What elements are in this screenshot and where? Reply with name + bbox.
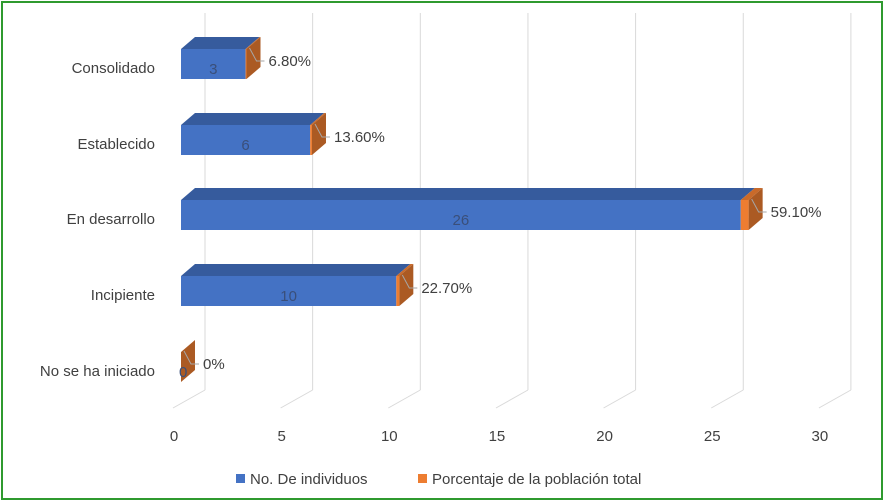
bar-individuos-top [181,264,411,276]
bar-individuos [181,49,246,79]
x-tick-label: 0 [170,428,178,445]
bar-end-face [181,340,195,382]
category-label: Establecido [77,136,155,153]
data-label-individuos: 3 [209,61,217,78]
data-label-individuos: 26 [453,212,470,229]
leader-line [314,123,330,138]
data-label-porcentaje: 0% [203,356,225,373]
x-tick-label: 25 [704,428,721,445]
leader-line [401,274,418,289]
bar-end-face [748,188,763,230]
data-label-individuos: 10 [280,288,297,305]
gridline-floor [603,389,636,409]
category-labels: Consolidado Establecido En desarrollo Incip… [40,60,155,380]
x-axis-ticks: 0 5 10 15 20 25 30 [170,428,828,445]
bar-individuos [181,200,741,230]
legend-swatch-porcentaje [418,474,427,483]
bar-porcentaje-top [396,264,414,276]
leader-line [249,47,265,62]
x-tick-label: 15 [489,428,506,445]
bar-individuos-top [181,37,260,49]
bar-individuos-top [181,188,755,200]
leader-line [751,198,767,213]
data-label-porcentaje: 59.10% [771,204,822,221]
category-label: En desarrollo [67,211,155,228]
legend: No. De individuos Porcentaje de la pobla… [236,471,641,488]
leader-line [183,350,199,365]
legend-label-porcentaje: Porcentaje de la población total [432,471,641,488]
data-labels: 3 6.80% 6 13.60% 26 59.10% 10 22.70% 0 0% [179,47,822,381]
bar-porcentaje-top [245,37,261,49]
gridline-floor [818,389,852,409]
bar-individuos [181,276,397,306]
bars [181,37,763,382]
x-tick-label: 20 [596,428,613,445]
bar-end-face [246,37,261,79]
data-label-individuos: 0 [179,364,187,381]
x-tick-label: 30 [812,428,829,445]
bar-end-face [311,113,326,155]
category-label: Consolidado [72,60,155,77]
gridline-floor [280,389,313,409]
x-tick-label: 10 [381,428,398,445]
legend-swatch-individuos [236,474,245,483]
bar-individuos-top [181,113,325,125]
gridline-floor [711,389,744,409]
bar-porcentaje [310,125,312,155]
category-label: No se ha iniciado [40,363,155,380]
gridline-floor [388,389,421,409]
bar-porcentaje [396,276,400,306]
bar-end-face [399,264,414,306]
data-label-porcentaje: 13.60% [334,129,385,146]
legend-label-individuos: No. De individuos [250,471,368,488]
bar-individuos [181,125,311,155]
gridline-floor [172,389,206,409]
data-label-porcentaje: 6.80% [268,53,311,70]
bar-porcentaje-top [310,113,326,125]
category-label: Incipiente [91,287,155,304]
bar-porcentaje [245,49,247,79]
bar-porcentaje-top [740,188,763,200]
data-label-porcentaje: 22.70% [421,280,472,297]
gridline-floor [495,389,529,409]
x-tick-label: 5 [277,428,285,445]
bar-porcentaje [740,200,749,230]
data-label-individuos: 6 [241,137,249,154]
